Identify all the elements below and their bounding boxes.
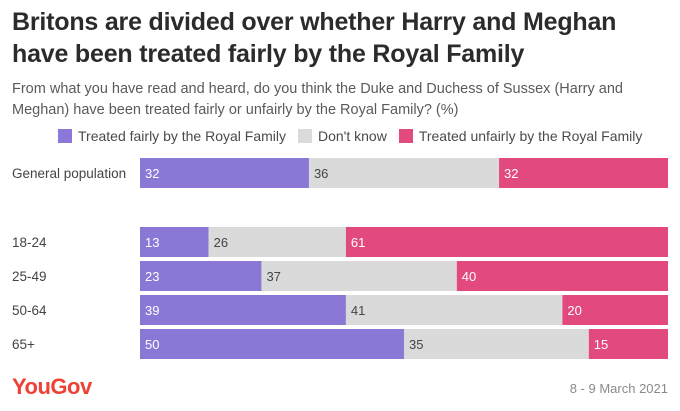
data-label: 35 <box>409 337 423 352</box>
legend-item-fairly: Treated fairly by the Royal Family <box>58 128 286 144</box>
bar-segment <box>308 158 500 188</box>
legend-label-unfairly: Treated unfairly by the Royal Family <box>418 128 643 144</box>
data-label: 40 <box>462 269 476 284</box>
bar-segment <box>588 329 668 359</box>
category-label: 18-24 <box>12 235 47 250</box>
legend-swatch-fairly <box>58 129 72 143</box>
legend-label-fairly: Treated fairly by the Royal Family <box>78 128 286 144</box>
data-label: 13 <box>145 235 159 250</box>
bar-segment <box>208 227 346 257</box>
yougov-logo: YouGov <box>12 374 92 399</box>
bar-segment <box>562 295 668 325</box>
legend-item-unfairly: Treated unfairly by the Royal Family <box>398 128 643 144</box>
chart-title: Britons are divided over whether Harry a… <box>12 8 617 68</box>
fieldwork-date: 8 - 9 March 2021 <box>569 381 668 396</box>
data-label: 36 <box>314 166 328 181</box>
bar-segment <box>456 261 668 291</box>
category-label: 25-49 <box>12 269 47 284</box>
chart-subtitle: From what you have read and heard, do yo… <box>12 81 623 118</box>
stacked-bar-chart: General population 32 36 32 18-24 13 26 61 25-49… <box>12 158 668 359</box>
bar-segment <box>140 295 346 325</box>
data-label: 50 <box>145 337 159 352</box>
data-label: 32 <box>504 166 518 181</box>
data-label: 61 <box>351 235 365 250</box>
data-label: 23 <box>145 269 159 284</box>
data-label: 32 <box>145 166 159 181</box>
category-label: 65+ <box>12 337 35 352</box>
bar-segment <box>345 295 563 325</box>
data-label: 39 <box>145 303 159 318</box>
bar-segment <box>140 261 262 291</box>
bar-segment <box>140 158 309 188</box>
bar-segment <box>140 227 209 257</box>
bar-segment <box>499 158 668 188</box>
legend-swatch-dont-know <box>298 129 312 143</box>
bar-segment <box>261 261 457 291</box>
bar-segment <box>404 329 589 359</box>
legend: Treated fairly by the Royal Family Don't… <box>58 127 654 145</box>
legend-swatch-unfairly <box>398 129 413 143</box>
data-label: 20 <box>567 303 581 318</box>
category-label: 50-64 <box>12 303 47 318</box>
legend-label-dont-know: Don't know <box>318 128 387 144</box>
data-label: 26 <box>214 235 228 250</box>
data-label: 15 <box>594 337 608 352</box>
data-label: 41 <box>351 303 365 318</box>
bar-segment <box>140 329 404 359</box>
category-label: General population <box>12 166 126 181</box>
bar-segment <box>345 227 668 257</box>
data-label: 37 <box>266 269 280 284</box>
legend-item-dont-know: Don't know <box>298 128 387 144</box>
